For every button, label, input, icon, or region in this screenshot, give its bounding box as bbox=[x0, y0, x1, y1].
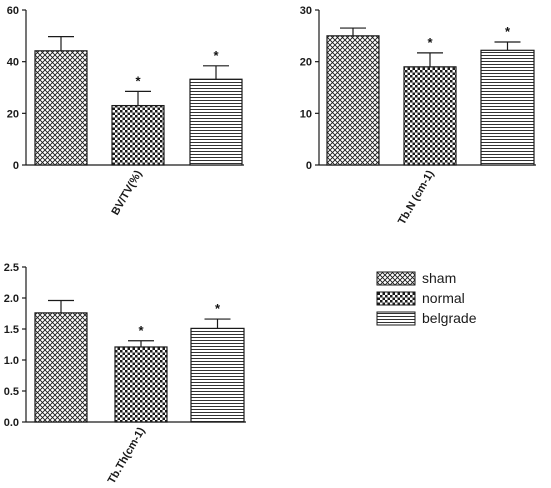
legend-label-belgrade: belgrade bbox=[422, 310, 477, 326]
bar-sham bbox=[34, 50, 88, 166]
y-tick-label: 1.0 bbox=[4, 355, 19, 367]
y-tick-label: 2.5 bbox=[4, 262, 19, 274]
bar-belgrade bbox=[480, 49, 535, 166]
y-tick-label: 20 bbox=[300, 57, 312, 69]
y-tick-label: 20 bbox=[7, 108, 19, 120]
y-tick-label: 0.5 bbox=[4, 386, 19, 398]
legend: sham normal belgrade bbox=[376, 270, 477, 326]
legend-label-sham: sham bbox=[422, 270, 456, 286]
bar-normal bbox=[111, 104, 165, 166]
legend-swatch-sham bbox=[376, 271, 416, 286]
bar-normal bbox=[114, 346, 168, 423]
chart-panel-bvtv: 0 20 40 60 * * BV/TV(%) bbox=[7, 5, 244, 217]
chart-panel-tbn: 0 10 20 30 * * Tb.N (cm-1) bbox=[300, 5, 536, 227]
legend-swatch-belgrade bbox=[376, 311, 416, 326]
bar-belgrade bbox=[190, 327, 245, 423]
x-axis-label: Tb.Th(cm-1) bbox=[106, 425, 148, 486]
bar-normal bbox=[403, 66, 457, 166]
bar-belgrade bbox=[189, 78, 243, 166]
y-tick-label: 40 bbox=[7, 57, 19, 69]
significance-mark-belgrade: * bbox=[215, 301, 221, 316]
significance-mark-normal: * bbox=[135, 73, 141, 88]
significance-mark-normal: * bbox=[427, 35, 433, 50]
y-tick-label: 2.0 bbox=[4, 293, 19, 305]
chart-panel-tbth: 0.0 0.5 1.0 1.5 2.0 2.5 * * Tb.Th(cm-1) bbox=[4, 262, 246, 486]
significance-mark-belgrade: * bbox=[505, 24, 511, 39]
y-tick-label: 60 bbox=[7, 5, 19, 17]
x-axis-label: BV/TV(%) bbox=[109, 168, 144, 217]
significance-mark-belgrade: * bbox=[213, 48, 219, 63]
bar-sham bbox=[326, 35, 380, 166]
y-tick-label: 30 bbox=[300, 5, 312, 17]
y-tick-label: 1.5 bbox=[4, 324, 19, 336]
y-tick-label: 0 bbox=[13, 160, 19, 172]
x-axis-label: Tb.N (cm-1) bbox=[396, 168, 437, 227]
bar-sham bbox=[34, 312, 88, 423]
y-tick-label: 0.0 bbox=[4, 417, 19, 429]
significance-mark-normal: * bbox=[138, 323, 144, 338]
legend-label-normal: normal bbox=[422, 290, 465, 306]
legend-swatch-normal bbox=[376, 291, 416, 306]
y-tick-label: 0 bbox=[306, 160, 312, 172]
y-tick-label: 10 bbox=[300, 108, 312, 120]
